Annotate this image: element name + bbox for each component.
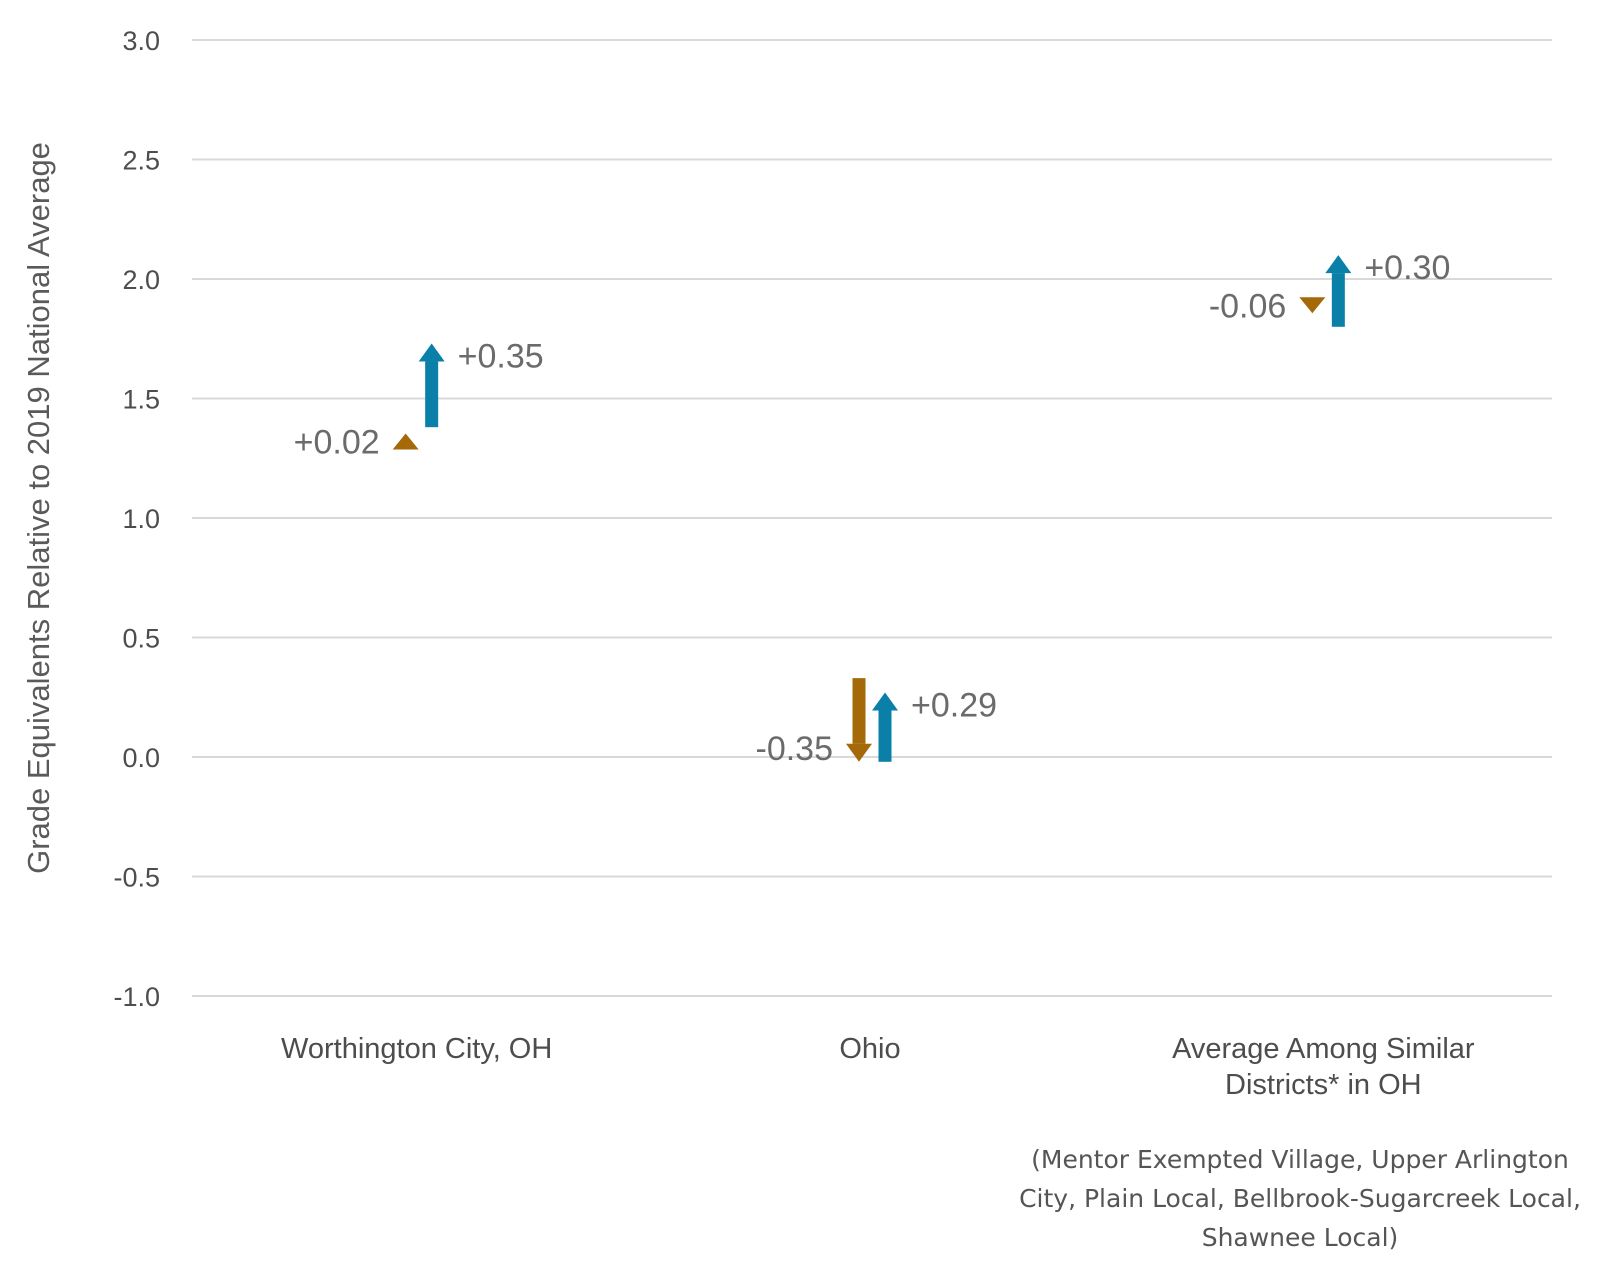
category-labels: Worthington City, OH Ohio Average Among Si… (281, 1033, 1475, 1101)
data-label: -0.06 (1209, 287, 1287, 325)
arrow-head (846, 743, 872, 762)
arrow-marks (392, 255, 1352, 762)
arrow-head (1325, 255, 1352, 274)
data-label: -0.35 (756, 730, 834, 768)
y-tick-label: 1.0 (122, 504, 160, 534)
footnote: (Mentor Exempted Village, Upper Arlingto… (1019, 1145, 1581, 1252)
category-label: Average Among Similar (1172, 1033, 1475, 1065)
arrow-shaft (1331, 273, 1345, 327)
gridlines (192, 39, 1552, 997)
y-tick-label: 1.5 (122, 385, 160, 415)
y-tick-label: 0.0 (122, 743, 160, 773)
y-tick-label: 2.0 (122, 265, 160, 295)
y-tick-label: 0.5 (122, 624, 160, 654)
y-axis-label: Grade Equivalents Relative to 2019 Natio… (21, 142, 56, 874)
y-tick-label: -0.5 (113, 863, 160, 893)
arrow-mark (418, 343, 445, 428)
y-tick-label: -1.0 (113, 982, 160, 1012)
data-label: +0.30 (1364, 249, 1450, 287)
data-label: +0.29 (911, 686, 997, 724)
data-labels: +0.02 -0.35 -0.06 +0.35 +0.29 +0.30 (294, 249, 1451, 768)
category-label: Worthington City, OH (281, 1033, 552, 1065)
category-label: Ohio (839, 1033, 900, 1065)
arrow-shaft (878, 710, 892, 762)
y-tick-labels: -1.0 -0.5 0.0 0.5 1.0 1.5 2.0 2.5 3.0 (113, 26, 160, 1012)
y-tick-label: 3.0 (122, 26, 160, 56)
data-label: +0.35 (458, 338, 544, 376)
arrow-mark (1325, 255, 1352, 327)
arrow-mark (392, 433, 419, 450)
arrow-head (392, 433, 419, 450)
arrow-mark (846, 678, 872, 762)
arrow-head (418, 343, 445, 362)
arrow-head (872, 692, 898, 711)
arrow-head (1299, 297, 1326, 314)
arrow-shaft (852, 678, 866, 744)
arrow-mark (872, 692, 898, 762)
arrow-shaft (425, 361, 439, 428)
category-label: Districts* in OH (1225, 1069, 1422, 1101)
arrow-mark (1299, 297, 1326, 314)
data-label: +0.02 (294, 424, 380, 462)
y-tick-label: 2.5 (122, 146, 160, 176)
